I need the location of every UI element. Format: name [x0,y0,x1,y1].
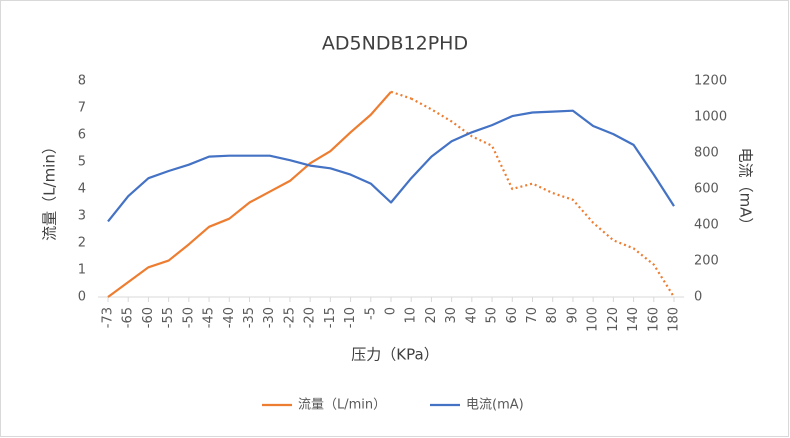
y2-axis-title: 电流（mA） [737,148,755,233]
x-tick-label: 90 [565,307,580,324]
x-tick-label: 160 [646,307,661,332]
x-tick-label: 20 [424,307,439,324]
x-tick-label: -65 [121,307,136,328]
series-line [107,109,675,223]
y-tick-label: 0 [78,290,86,305]
x-tick-label: -55 [161,307,176,328]
x-tick-label: -25 [282,307,297,328]
x-tick-label: 0 [384,307,399,315]
x-tick-label: 50 [485,307,500,324]
x-tick-label: -60 [141,307,156,328]
y2-tick-label: 800 [694,146,719,161]
y2-tick-label: 200 [694,254,719,269]
x-tick-label: 100 [586,307,601,332]
y-tick-label: 2 [78,236,86,251]
x-tick-label: -45 [202,307,217,328]
x-tick-label: -40 [222,307,237,328]
y2-tick-label: 600 [694,182,719,197]
series-connector [390,90,412,100]
y-tick-label: 1 [78,263,86,278]
x-tick-label: -10 [343,307,358,328]
x-tick-label: 60 [505,307,520,324]
y2-tick-label: 1000 [694,110,727,125]
y-axis-title: 流量（L/min） [41,139,59,241]
x-tick-label: 40 [464,307,479,324]
y2-tick-label: 400 [694,218,719,233]
x-tick-label: -35 [242,307,257,328]
x-tick-label: -15 [323,307,338,328]
x-tick-label: 140 [626,307,641,332]
y-tick-label: 8 [78,74,86,89]
x-tick-label: 10 [404,307,419,324]
y-tick-label: 3 [78,209,86,224]
y-tick-label: 4 [78,182,86,197]
x-tick-label: -5 [363,307,378,320]
x-tick-label: -73 [101,307,116,328]
x-axis-title: 压力（KPa） [351,346,438,364]
y2-tick-label: 1200 [694,74,727,89]
x-tick-label: 180 [667,307,682,332]
x-tick-label: -30 [262,307,277,328]
legend-label: 流量（L/min） [298,398,386,413]
x-tick-label: -20 [303,307,318,328]
x-tick-label: 80 [545,307,560,324]
series-line [410,97,675,298]
x-tick-label: 120 [606,307,621,332]
y2-tick-label: 0 [694,290,702,305]
x-tick-label: 70 [525,307,540,324]
y-tick-label: 7 [78,101,86,116]
x-tick-label: 30 [444,307,459,324]
y-tick-label: 6 [78,128,86,143]
series-line [107,91,392,298]
y-tick-label: 5 [78,155,86,170]
x-tick-label: -50 [181,307,196,328]
legend-label: 电流(mA) [466,398,524,413]
chart-title: AD5NDB12PHD [322,33,468,55]
